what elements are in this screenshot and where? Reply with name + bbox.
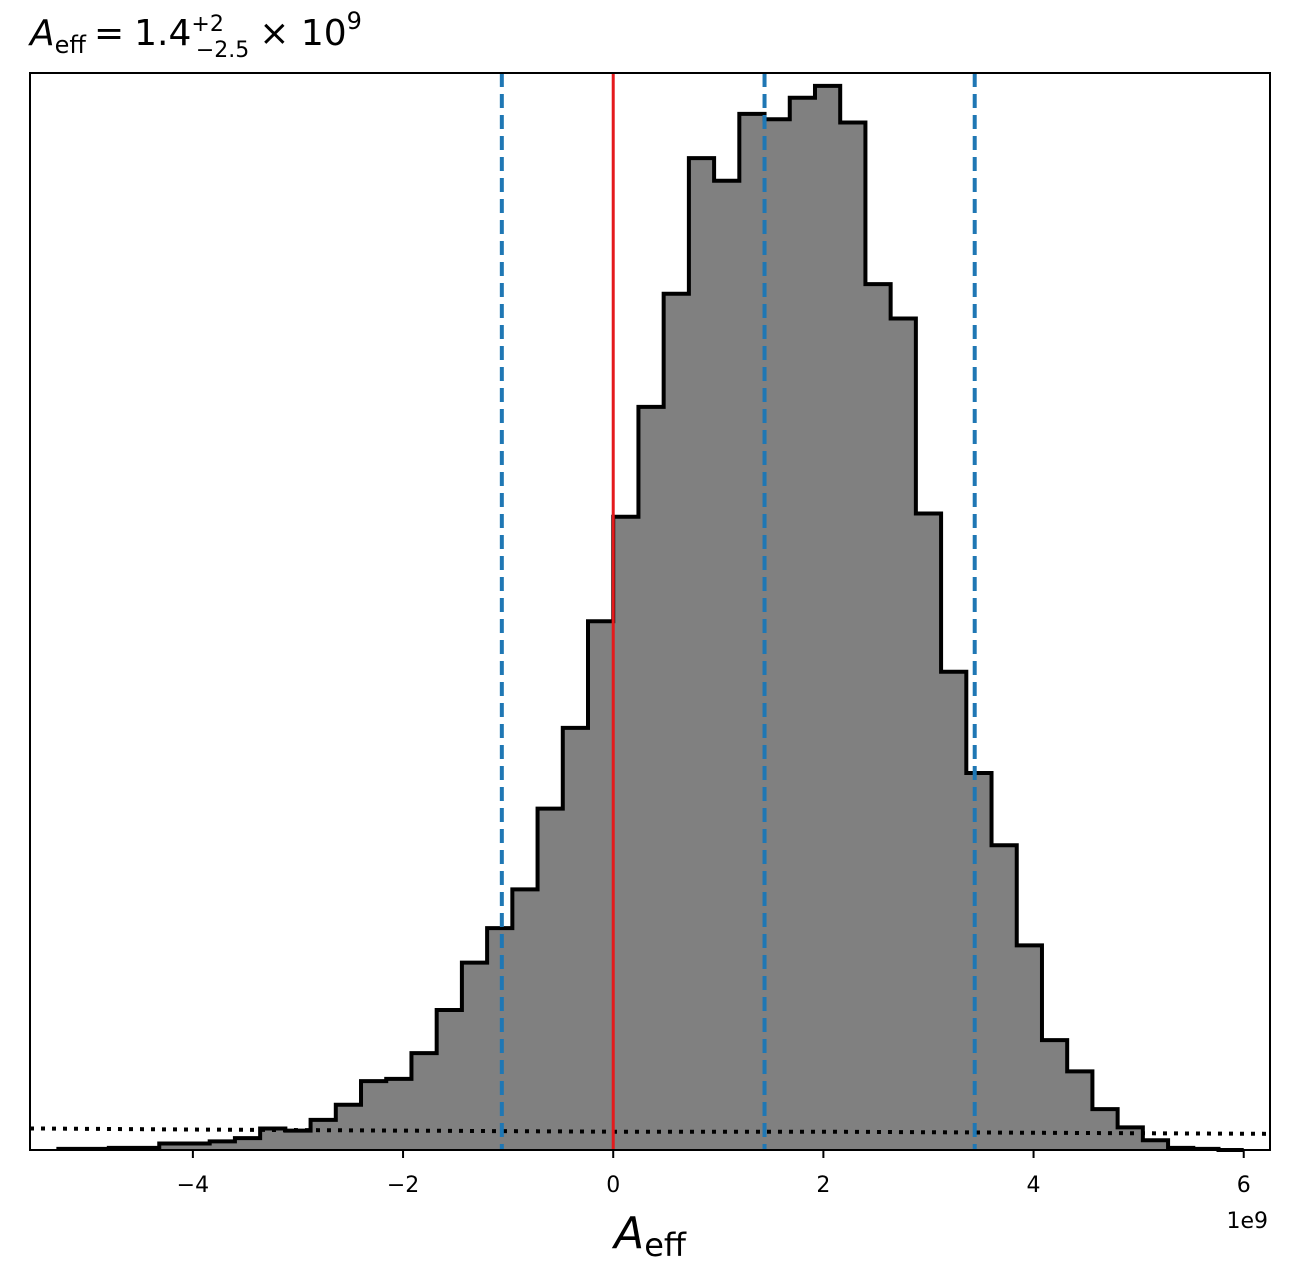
histogram-bar bbox=[260, 1128, 286, 1150]
histogram-bar bbox=[688, 158, 715, 1150]
x-tick-label: 0 bbox=[606, 1173, 620, 1198]
histogram-bar bbox=[814, 85, 841, 1151]
x-tick-label: −2 bbox=[387, 1173, 419, 1198]
x-axis-label: Aeff bbox=[611, 1208, 687, 1264]
histogram-bar bbox=[638, 406, 665, 1150]
histogram-bar bbox=[184, 1143, 211, 1150]
histogram-bar bbox=[562, 727, 589, 1150]
histogram-bar bbox=[537, 808, 564, 1150]
histogram-bar bbox=[840, 122, 866, 1151]
histogram-bar bbox=[613, 516, 639, 1150]
histogram-bar bbox=[739, 113, 765, 1150]
x-tick-label: 6 bbox=[1237, 1173, 1251, 1198]
histogram-bar bbox=[310, 1119, 337, 1150]
plot-area bbox=[29, 73, 1271, 1152]
histogram-bar bbox=[209, 1141, 236, 1150]
histogram-bar bbox=[890, 318, 917, 1150]
histogram-bar bbox=[361, 1081, 387, 1150]
histogram-bar bbox=[991, 845, 1018, 1150]
title-value: 1.4 bbox=[134, 13, 191, 54]
histogram-bar bbox=[714, 180, 740, 1150]
histogram-bar bbox=[335, 1104, 362, 1150]
histogram-bar bbox=[915, 513, 942, 1150]
histogram-bar bbox=[1016, 945, 1043, 1150]
plot-frame bbox=[29, 72, 1271, 1151]
title-upper-error: +2 bbox=[191, 12, 223, 37]
title-symbol: A bbox=[28, 13, 55, 54]
histogram-bar bbox=[1067, 1071, 1093, 1150]
histogram-bar bbox=[1117, 1127, 1144, 1150]
histogram-bar bbox=[764, 119, 791, 1150]
histogram-bar bbox=[941, 671, 967, 1150]
histogram-bar bbox=[386, 1078, 412, 1150]
histogram-bar bbox=[1142, 1140, 1169, 1150]
histogram-bar bbox=[461, 962, 488, 1150]
histogram-bar bbox=[285, 1130, 311, 1150]
histogram-bar bbox=[966, 773, 992, 1150]
histogram-bar bbox=[512, 889, 538, 1150]
xlabel-subscript: eff bbox=[644, 1226, 687, 1264]
histogram-bar bbox=[865, 284, 892, 1150]
x-tick-label: −4 bbox=[177, 1173, 209, 1198]
title-subscript: eff bbox=[55, 31, 87, 59]
histogram-bar bbox=[1092, 1109, 1119, 1150]
histogram-bar bbox=[159, 1143, 185, 1150]
histogram-bar bbox=[588, 621, 614, 1150]
x-tick-label: 4 bbox=[1027, 1173, 1041, 1198]
histogram-bar bbox=[663, 293, 690, 1150]
histogram-bar bbox=[234, 1138, 261, 1150]
title-exponent: 9 bbox=[347, 7, 362, 35]
xlabel-symbol: A bbox=[611, 1208, 644, 1259]
histogram-bar bbox=[411, 1053, 438, 1150]
x-tick-label: 2 bbox=[816, 1173, 830, 1198]
x-axis: −4 −2 0 2 4 6 bbox=[177, 1150, 1251, 1198]
histogram-bar bbox=[436, 1009, 463, 1150]
histogram-bars bbox=[58, 85, 1219, 1151]
title-lower-error: −2.5 bbox=[196, 38, 249, 63]
histogram-bar bbox=[789, 97, 816, 1150]
chart-title: Aeff = 1.4+2 −2.5 × 109 bbox=[28, 7, 362, 63]
x-offset-text: 1e9 bbox=[1226, 1209, 1268, 1234]
title-exponent-text: × 10 bbox=[259, 13, 346, 54]
